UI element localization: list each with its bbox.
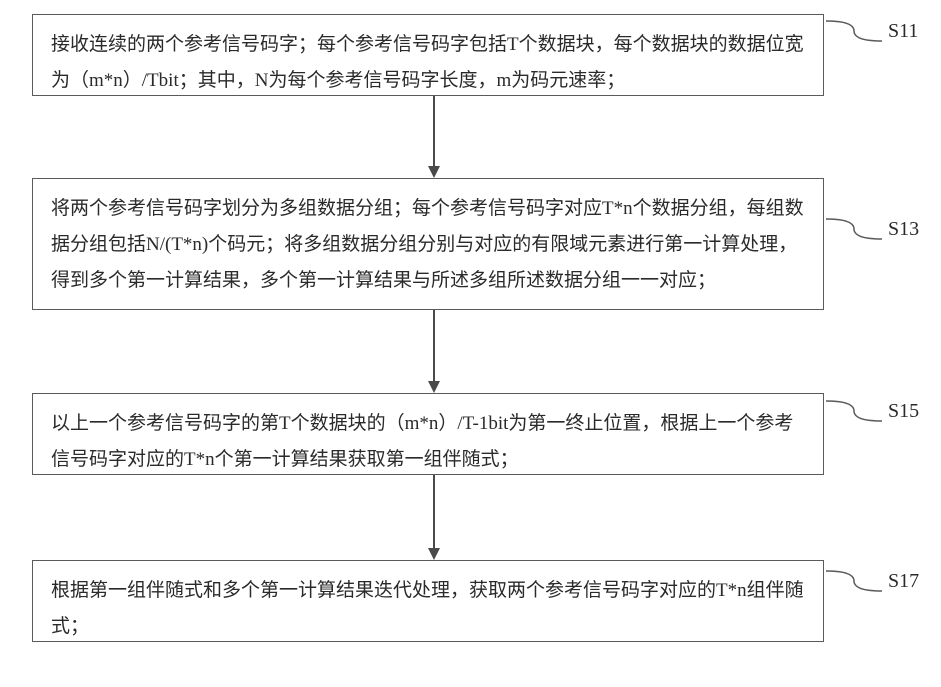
arrow-1 <box>427 96 441 178</box>
step-label-1: S11 <box>888 20 918 43</box>
flowchart-container: 接收连续的两个参考信号码字；每个参考信号码字包括T个数据块，每个数据块的数据位宽… <box>0 0 941 687</box>
step-box-1: 接收连续的两个参考信号码字；每个参考信号码字包括T个数据块，每个数据块的数据位宽… <box>32 14 824 96</box>
step-text-4: 根据第一组伴随式和多个第一计算结果迭代处理，获取两个参考信号码字对应的T*n组伴… <box>51 580 804 637</box>
step-box-3: 以上一个参考信号码字的第T个数据块的（m*n）/T-1bit为第一终止位置，根据… <box>32 393 824 475</box>
step-label-2: S13 <box>888 218 919 241</box>
step-text-1: 接收连续的两个参考信号码字；每个参考信号码字包括T个数据块，每个数据块的数据位宽… <box>51 34 804 91</box>
step-label-4: S17 <box>888 570 919 593</box>
arrow-3 <box>427 475 441 560</box>
step-label-3: S15 <box>888 400 919 423</box>
step-box-4: 根据第一组伴随式和多个第一计算结果迭代处理，获取两个参考信号码字对应的T*n组伴… <box>32 560 824 642</box>
connector-curve-3 <box>826 398 882 424</box>
step-box-2: 将两个参考信号码字划分为多组数据分组；每个参考信号码字对应T*n个数据分组，每组… <box>32 178 824 310</box>
connector-curve-4 <box>826 568 882 594</box>
connector-curve-2 <box>826 216 882 242</box>
step-text-3: 以上一个参考信号码字的第T个数据块的（m*n）/T-1bit为第一终止位置，根据… <box>51 413 793 470</box>
arrow-2 <box>427 310 441 393</box>
step-text-2: 将两个参考信号码字划分为多组数据分组；每个参考信号码字对应T*n个数据分组，每组… <box>51 198 804 291</box>
connector-curve-1 <box>826 18 882 44</box>
